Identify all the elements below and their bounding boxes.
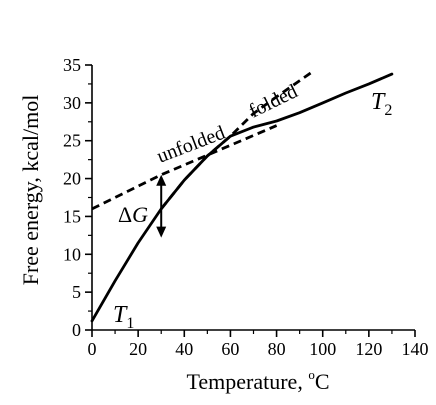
annotation-delta-g: ΔG <box>118 202 148 227</box>
y-tick-label: 5 <box>72 282 81 302</box>
x-tick-label: 60 <box>221 339 239 359</box>
annotation-t1: T1 <box>113 302 134 332</box>
y-ticks: 0 5 10 15 20 25 30 35 <box>63 55 92 340</box>
x-tick-label: 20 <box>129 339 147 359</box>
x-tick-label: 80 <box>268 339 286 359</box>
y-axis-title: Free energy, kcal/mol <box>18 95 43 286</box>
y-tick-label: 15 <box>63 206 81 226</box>
t2-variable: T <box>371 89 386 115</box>
y-tick-label: 20 <box>63 169 81 189</box>
x-tick-label: 40 <box>175 339 193 359</box>
delta-symbol: Δ <box>118 202 132 227</box>
x-axis-title-text: Temperature, <box>186 369 308 394</box>
series-line-solid <box>90 72 394 323</box>
x-axis-degree-symbol: o <box>308 367 315 382</box>
x-axis-title: Temperature, oC <box>186 367 329 394</box>
series-line-dashed-unfolded <box>91 124 278 211</box>
x-tick-label: 0 <box>88 339 97 359</box>
y-tick-label: 25 <box>63 131 81 151</box>
t1-subscript: 1 <box>126 315 134 332</box>
series-line-dashed-folded <box>160 71 313 210</box>
plot-area <box>90 71 394 323</box>
x-ticks: 0 20 40 60 80 100 120 140 <box>88 330 429 359</box>
delta-g-arrow-head-up <box>156 174 167 186</box>
delta-g-variable: G <box>132 202 148 227</box>
x-tick-label: 120 <box>355 339 382 359</box>
y-tick-label: 0 <box>72 320 81 340</box>
y-tick-label: 35 <box>63 55 81 75</box>
t1-variable: T <box>113 302 128 328</box>
x-axis-unit: C <box>315 369 330 394</box>
x-tick-label: 100 <box>309 339 336 359</box>
x-tick-label: 140 <box>402 339 429 359</box>
y-tick-label: 30 <box>63 93 81 113</box>
annotation-t2: T2 <box>371 89 392 119</box>
t2-subscript: 2 <box>384 102 392 119</box>
y-tick-label: 10 <box>63 244 81 264</box>
delta-g-arrow-head-down <box>156 226 167 238</box>
